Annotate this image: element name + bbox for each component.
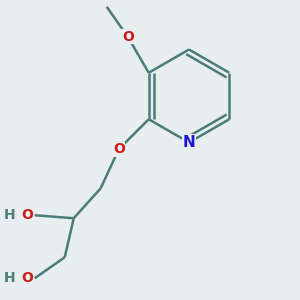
Text: N: N — [183, 135, 195, 150]
Text: H: H — [4, 271, 15, 285]
Text: H: H — [4, 208, 15, 222]
Text: O: O — [113, 142, 125, 156]
Text: O: O — [21, 271, 33, 285]
Text: O: O — [122, 30, 134, 44]
Text: O: O — [21, 208, 33, 222]
